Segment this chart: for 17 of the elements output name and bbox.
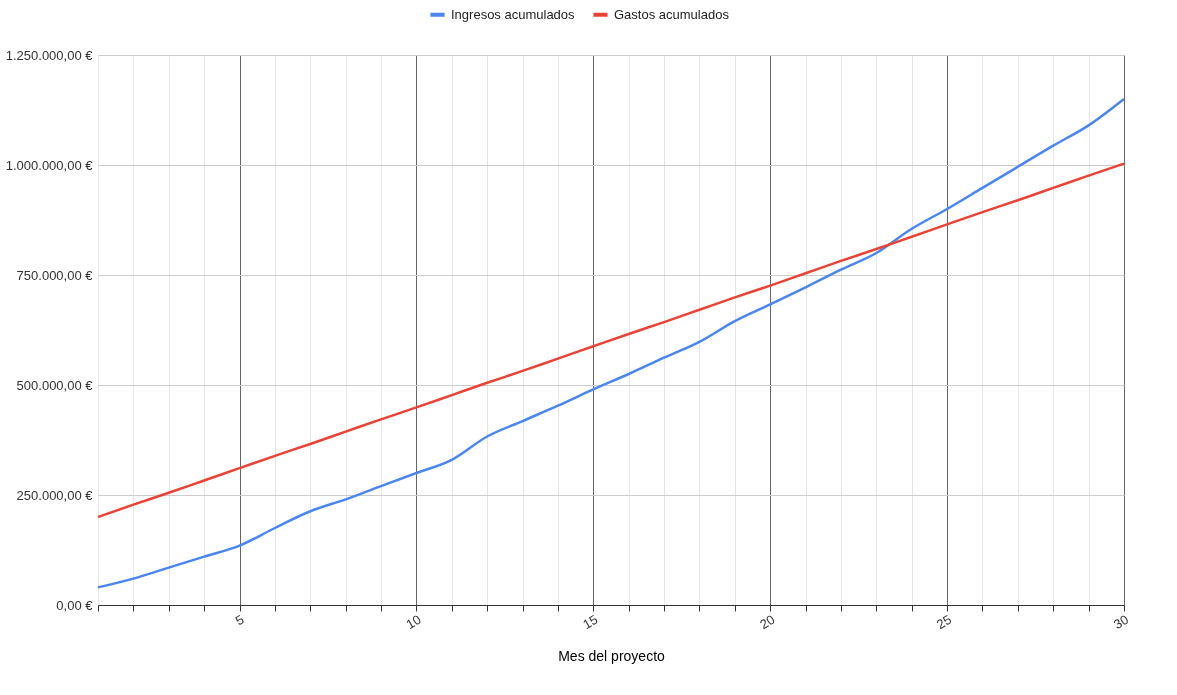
y-tick-label: 500.000,00 €: [16, 377, 94, 393]
x-tick-label: 20: [757, 611, 778, 632]
x-tick-label: 30: [1110, 611, 1131, 632]
y-tick-label: 250.000,00 €: [16, 487, 94, 503]
y-tick-label: 750.000,00 €: [16, 267, 94, 283]
legend-label: Ingresos acumulados: [451, 6, 576, 22]
x-tick-label: 25: [934, 611, 955, 632]
line-series: [96, 97, 1126, 589]
x-tick-label: 5: [232, 611, 247, 629]
x-tick-label: 15: [580, 611, 601, 632]
y-tick-label: 1.000.000,00 €: [5, 157, 94, 173]
x-tick-label: 10: [403, 611, 424, 632]
y-tick-label: 1.250.000,00 €: [5, 47, 94, 63]
line-series: [96, 162, 1126, 519]
y-tick-label: 0,00 €: [56, 597, 94, 613]
x-axis-title: Mes del proyecto: [558, 647, 666, 664]
legend-label: Gastos acumulados: [614, 6, 730, 22]
